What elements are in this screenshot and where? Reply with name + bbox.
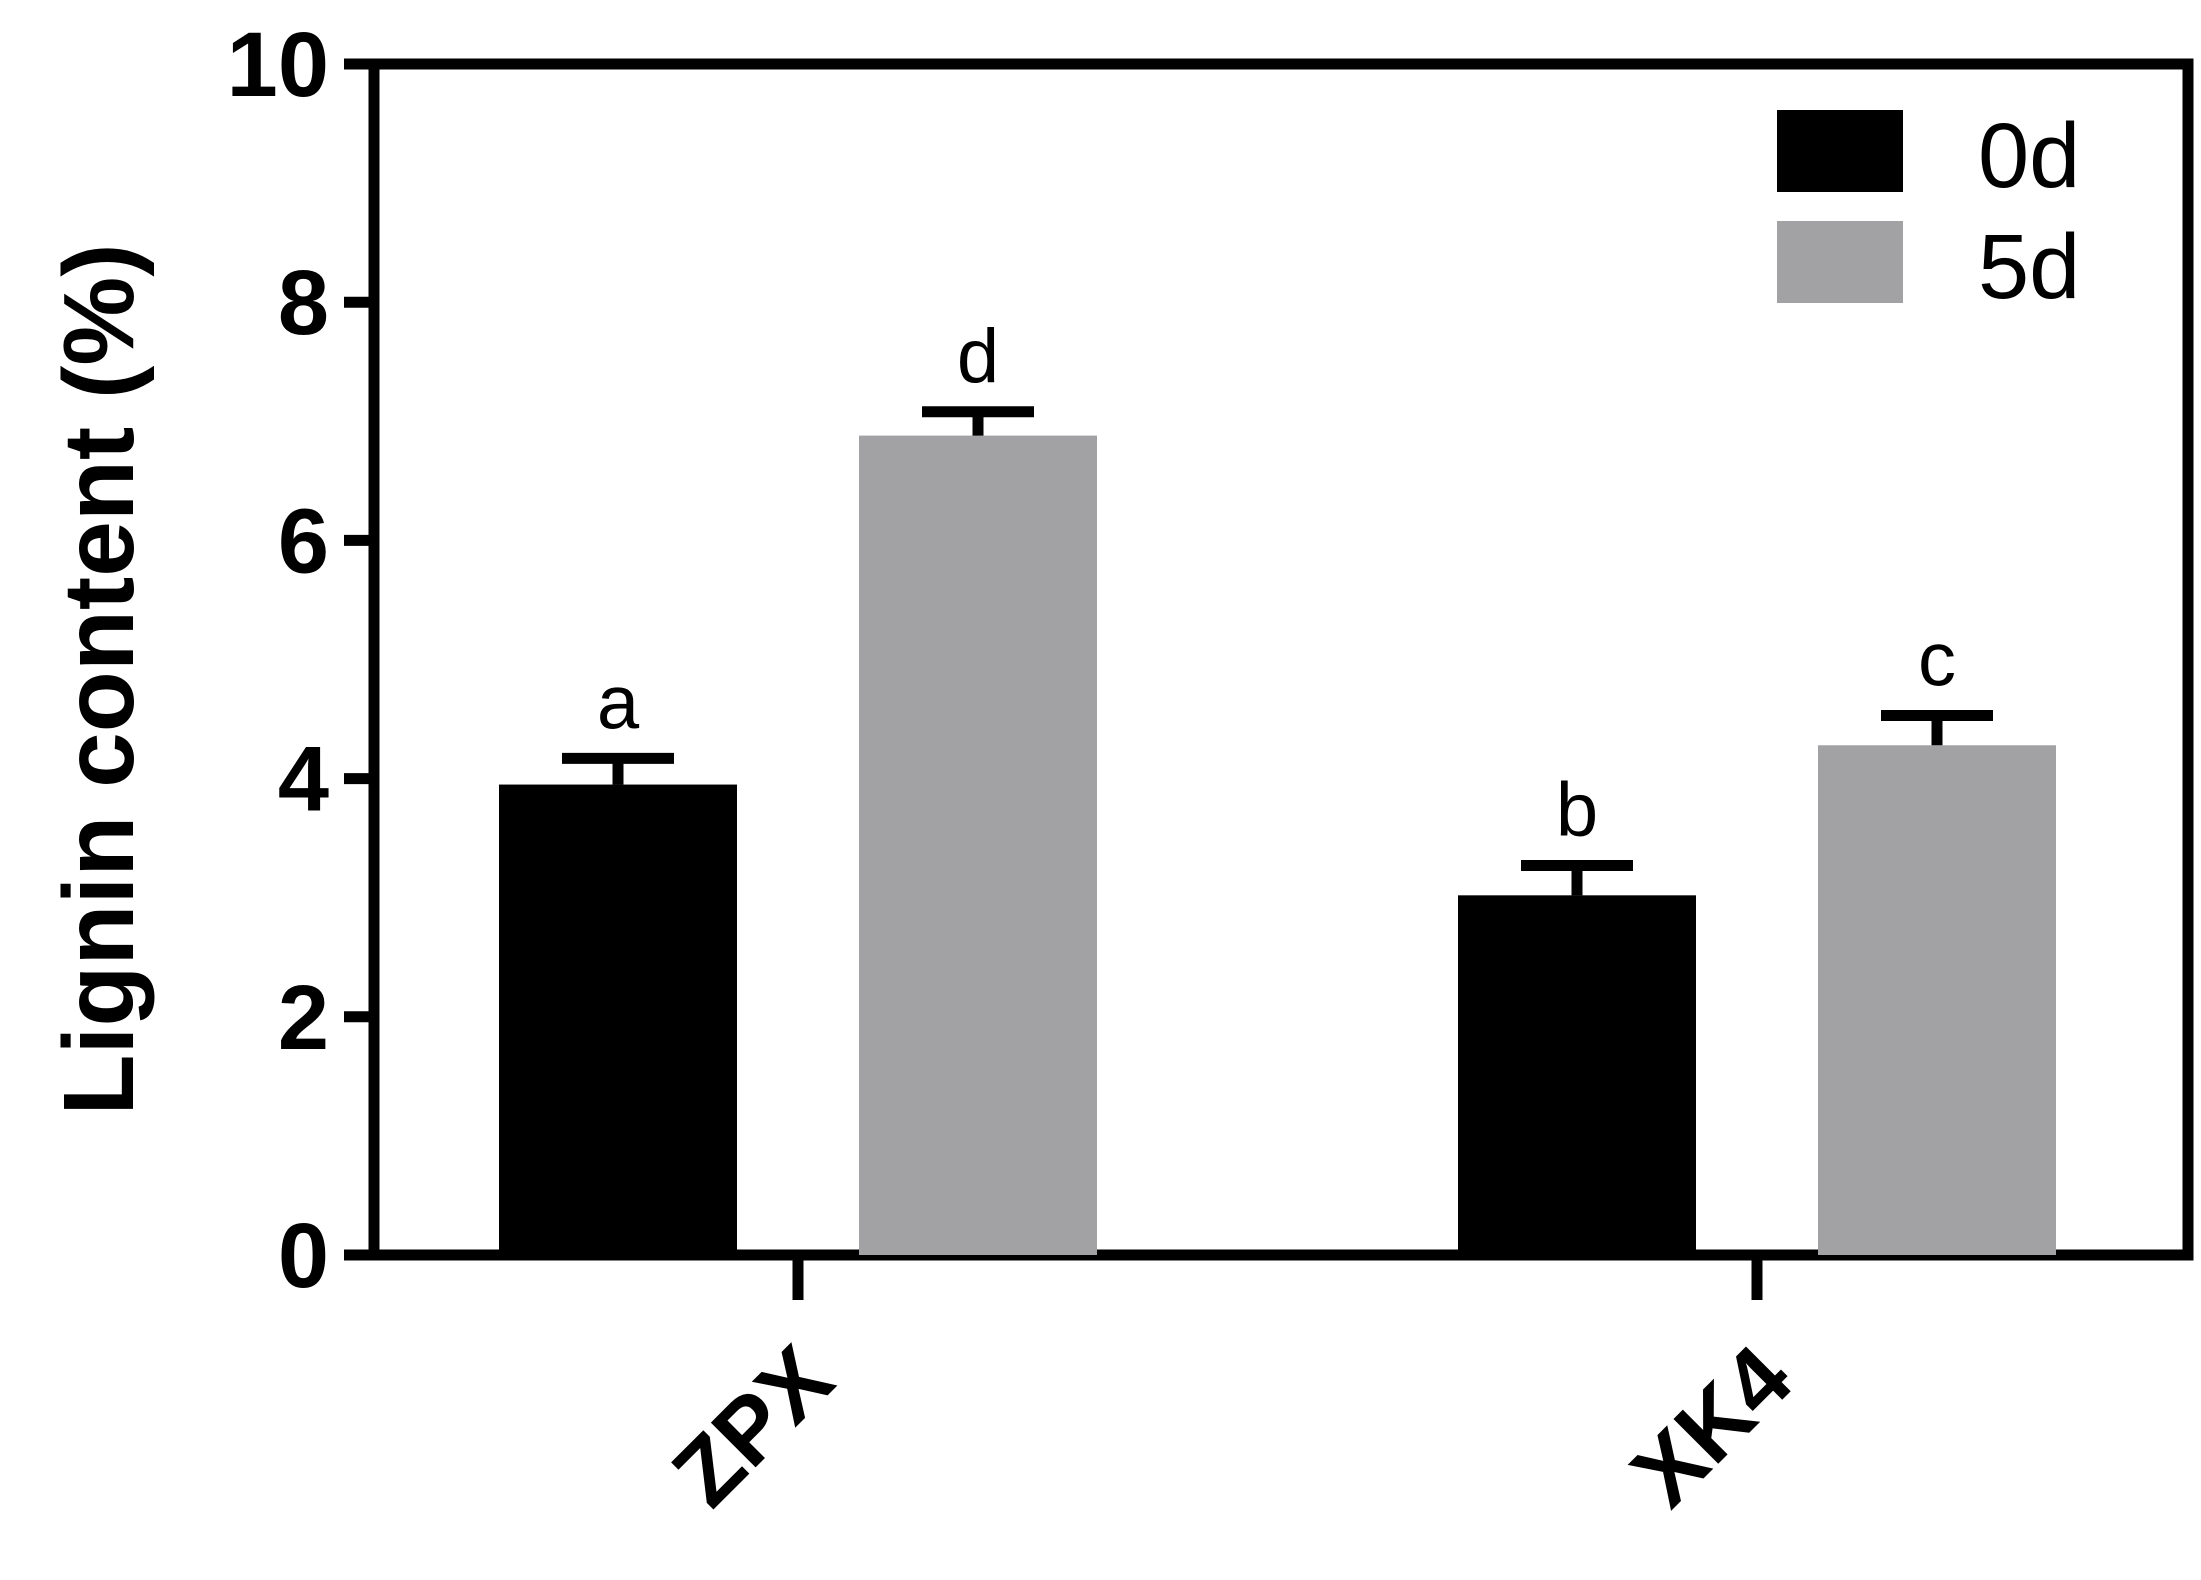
y-tick-label-4: 8: [278, 252, 329, 354]
x-tick-label-0: ZPX: [653, 1327, 852, 1526]
bar-5d-XK4: [1818, 745, 2056, 1255]
y-axis-title: Lignin content (%): [43, 243, 155, 1115]
legend-swatch-5d: [1777, 221, 1903, 303]
significance-label-5d-ZPX: d: [957, 314, 999, 399]
y-tick-label-0: 0: [278, 1205, 329, 1307]
y-tick-label-1: 2: [278, 967, 329, 1069]
significance-label-0d-XK4: b: [1556, 768, 1598, 853]
legend-label-0d: 0d: [1978, 105, 2080, 207]
legend-swatch-0d: [1777, 110, 1903, 192]
x-tick-label-1: XK4: [1612, 1327, 1811, 1526]
y-tick-label-5: 10: [227, 14, 329, 116]
significance-label-5d-XK4: c: [1918, 617, 1956, 702]
y-tick-label-2: 4: [278, 729, 329, 831]
y-tick-label-3: 6: [278, 490, 329, 592]
bar-0d-XK4: [1458, 895, 1696, 1255]
plot-frame: [368, 58, 2194, 1261]
bar-5d-ZPX: [859, 435, 1097, 1255]
significance-label-0d-ZPX: a: [597, 660, 640, 745]
bar-0d-ZPX: [499, 784, 737, 1255]
legend-label-5d: 5d: [1978, 216, 2080, 318]
